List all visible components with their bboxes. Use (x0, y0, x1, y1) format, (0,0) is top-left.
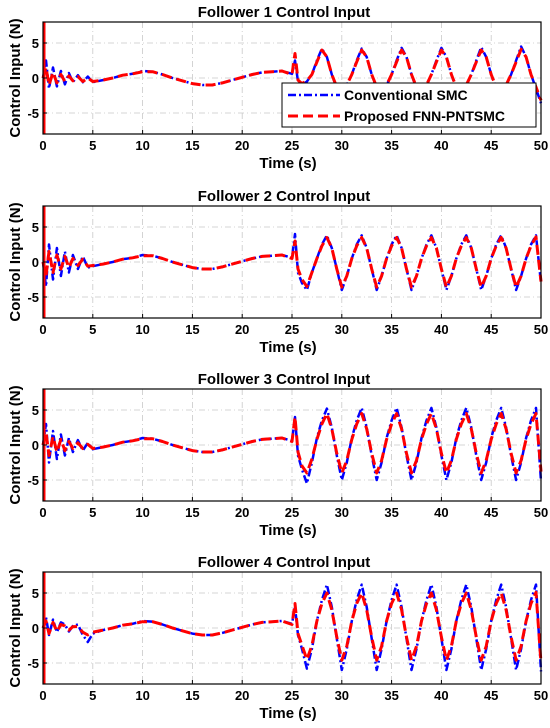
x-tick-label: 45 (484, 688, 498, 703)
subplot-2: 0 5 10 15 20 25 30 35 40 45 50 -5 0 5 Follower 2 Contr… (7, 188, 548, 356)
x-tick-label: 10 (135, 505, 149, 520)
chart-title: Follower 3 Control Input (198, 371, 371, 388)
y-axis-label: Control Input (N) (7, 385, 24, 504)
x-tick-label: 45 (484, 505, 498, 520)
x-tick-label: 35 (384, 138, 398, 153)
chart-title: Follower 2 Control Input (198, 188, 371, 205)
y-tick-label: -5 (27, 473, 39, 488)
subplot-3: 0 5 10 15 20 25 30 35 40 45 50 -5 0 5 Follower 3 Contr… (7, 371, 548, 539)
y-axis-label: Control Input (N) (7, 18, 24, 137)
y-tick-label: 0 (32, 71, 39, 86)
x-tick-label: 15 (185, 322, 199, 337)
chart-title: Follower 1 Control Input (198, 4, 371, 21)
x-tick-label: 20 (235, 688, 249, 703)
x-tick-label: 25 (285, 322, 299, 337)
x-tick-label: 40 (434, 688, 448, 703)
x-tick-label: 20 (235, 138, 249, 153)
legend-box (281, 82, 537, 128)
y-tick-label: 0 (32, 621, 39, 636)
y-axis-label: Control Input (N) (7, 202, 24, 321)
x-tick-label: 40 (434, 505, 448, 520)
legend-label: Conventional SMC (344, 87, 468, 103)
x-tick-label: 10 (135, 322, 149, 337)
x-tick-label: 40 (434, 138, 448, 153)
chart-title: Follower 4 Control Input (198, 554, 371, 571)
x-tick-label: 25 (285, 505, 299, 520)
x-tick-label: 50 (534, 505, 548, 520)
x-tick-label: 10 (135, 688, 149, 703)
x-tick-label: 15 (185, 688, 199, 703)
x-tick-label: 20 (235, 505, 249, 520)
x-tick-label: 5 (89, 138, 96, 153)
x-tick-label: 40 (434, 322, 448, 337)
x-tick-label: 25 (285, 688, 299, 703)
subplot-1: 0 5 10 15 20 25 30 35 40 45 50 -5 0 5 Follower 1 Contr… (7, 4, 548, 172)
x-tick-label: 50 (534, 322, 548, 337)
x-tick-label: 45 (484, 322, 498, 337)
y-tick-label: 0 (32, 255, 39, 270)
x-tick-label: 10 (135, 138, 149, 153)
x-tick-label: 5 (89, 322, 96, 337)
x-tick-label: 50 (534, 688, 548, 703)
legend-label: Proposed FNN-PNTSMC (344, 108, 505, 124)
x-tick-label: 35 (384, 688, 398, 703)
x-axis-label: Time (s) (259, 522, 316, 539)
x-axis-label: Time (s) (259, 705, 316, 722)
x-tick-label: 0 (39, 138, 46, 153)
subplot-4: 0 5 10 15 20 25 30 35 40 45 50 -5 0 5 Follower 4 Contr… (7, 554, 548, 722)
series-line-proposed-fnn-pntsmc (41, 235, 543, 289)
y-tick-label: -5 (27, 290, 39, 305)
x-tick-label: 15 (185, 138, 199, 153)
x-tick-label: 25 (285, 138, 299, 153)
x-tick-label: 50 (534, 138, 548, 153)
y-tick-label: 5 (32, 36, 39, 51)
y-tick-label: -5 (27, 656, 39, 671)
x-tick-label: 30 (335, 505, 349, 520)
x-tick-label: 30 (335, 138, 349, 153)
x-tick-label: 15 (185, 505, 199, 520)
y-tick-label: 5 (32, 220, 39, 235)
y-tick-label: -5 (27, 106, 39, 121)
x-tick-label: 45 (484, 138, 498, 153)
y-axis-label: Control Input (N) (7, 568, 24, 687)
x-tick-label: 30 (335, 322, 349, 337)
legend: Conventional SMC Proposed FNN-PNTSMC (281, 82, 537, 128)
x-tick-label: 5 (89, 688, 96, 703)
x-axis-label: Time (s) (259, 155, 316, 172)
x-tick-label: 0 (39, 505, 46, 520)
x-tick-label: 20 (235, 322, 249, 337)
y-tick-label: 5 (32, 586, 39, 601)
x-tick-label: 35 (384, 505, 398, 520)
y-tick-label: 5 (32, 403, 39, 418)
x-tick-label: 0 (39, 322, 46, 337)
x-tick-label: 30 (335, 688, 349, 703)
x-tick-label: 0 (39, 688, 46, 703)
x-tick-label: 35 (384, 322, 398, 337)
x-tick-label: 5 (89, 505, 96, 520)
series-line-proposed-fnn-pntsmc (41, 590, 543, 664)
series-line-proposed-fnn-pntsmc (41, 47, 543, 101)
x-axis-label: Time (s) (259, 339, 316, 356)
y-tick-label: 0 (32, 438, 39, 453)
series-line-proposed-fnn-pntsmc (41, 412, 543, 475)
